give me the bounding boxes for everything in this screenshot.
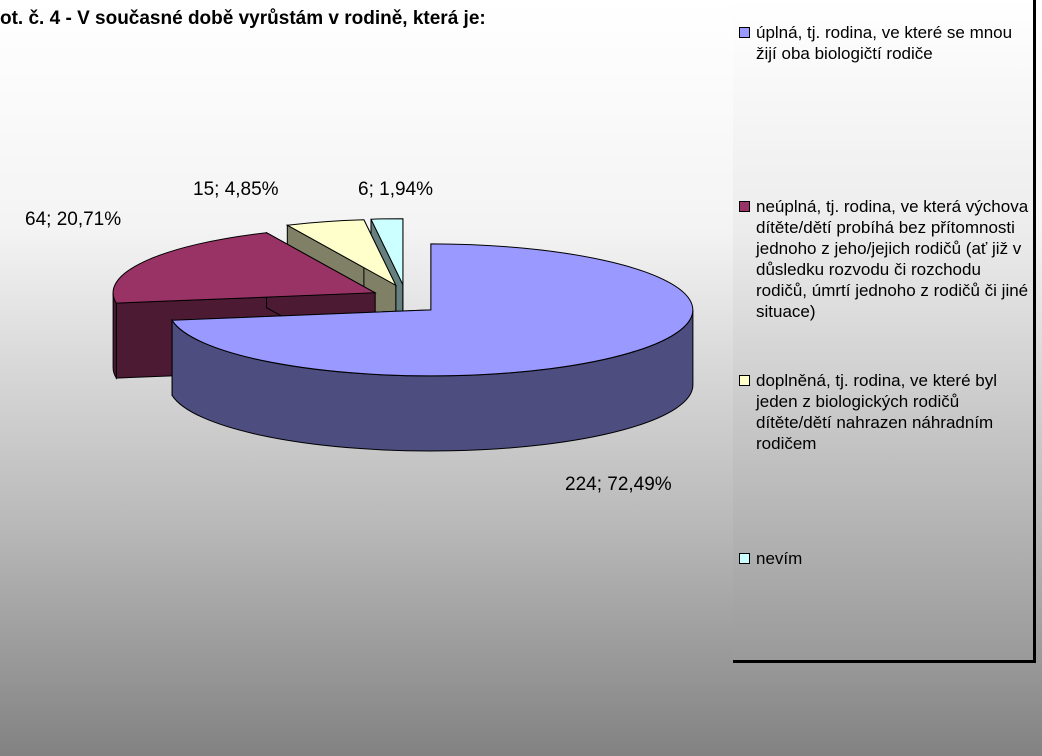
data-label: 64; 20,71% [25, 209, 121, 230]
data-label: 224; 72,49% [565, 474, 672, 495]
slice [171, 243, 694, 377]
legend-label: doplněná, tj. rodina, ve které byl jeden… [756, 371, 997, 453]
slice [370, 218, 404, 285]
pie-plot: 224; 72,49% 64; 20,71% 15; 4,85% 6; 1,94% [25, 179, 694, 495]
legend-swatch [739, 27, 750, 38]
legend-swatch [739, 553, 750, 564]
legend-label: nevím [756, 549, 803, 568]
legend: úplná, tj. rodina, ve které se mnou žijí… [733, 0, 1036, 663]
legend-swatch [739, 201, 750, 212]
slice-wall [112, 292, 117, 380]
data-label: 6; 1,94% [358, 179, 433, 200]
data-label: 15; 4,85% [193, 179, 279, 200]
legend-swatch [739, 375, 750, 386]
slice [285, 219, 397, 287]
legend-label: úplná, tj. rodina, ve které se mnou žijí… [756, 23, 1013, 63]
legend-label: neúplná, tj. rodina, ve která výchova dí… [756, 197, 1029, 321]
chart-title: ot. č. 4 - V současné době vyrůstám v ro… [0, 8, 486, 29]
slice [112, 232, 377, 304]
